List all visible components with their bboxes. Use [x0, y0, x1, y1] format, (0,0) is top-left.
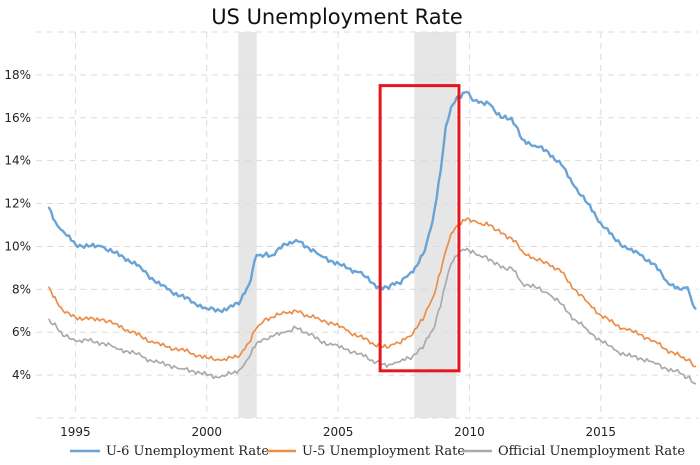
x-axis-ticks: 1995 2000 2005 2010 2015: [60, 425, 616, 439]
gridlines: [36, 31, 698, 419]
y-tick-label: 12%: [4, 197, 31, 211]
x-tick-label: 1995: [60, 425, 91, 439]
y-axis-ticks: 4% 6% 8% 10% 12% 14% 16% 18%: [4, 68, 31, 382]
y-tick-label: 8%: [12, 282, 31, 296]
x-tick-label: 2015: [586, 425, 617, 439]
series-lines: [47, 90, 697, 385]
x-tick-label: 2010: [454, 425, 485, 439]
legend: U-6 Unemployment Rate U-5 Unemployment Ra…: [70, 444, 685, 459]
series-line-3: [48, 247, 697, 385]
highlight-rectangle: [378, 84, 461, 373]
recession-band-2: [414, 32, 457, 418]
y-tick-label: 14%: [4, 154, 31, 168]
y-tick-label: 6%: [12, 325, 31, 339]
series-line-2: [48, 217, 697, 368]
x-tick-label: 2000: [191, 425, 222, 439]
y-tick-label: 18%: [4, 68, 31, 82]
legend-label: Official Unemployment Rate: [498, 444, 685, 459]
legend-label: U-5 Unemployment Rate: [302, 444, 465, 459]
y-tick-label: 10%: [4, 239, 31, 253]
recession-band-1: [238, 32, 257, 418]
series-line-1: [47, 90, 697, 314]
legend-label: U-6 Unemployment Rate: [106, 444, 269, 459]
y-tick-label: 16%: [4, 111, 31, 125]
x-tick-label: 2005: [323, 425, 354, 439]
recession-bands: [238, 32, 457, 418]
chart-title: US Unemployment Rate: [211, 5, 463, 29]
y-tick-label: 4%: [12, 368, 31, 382]
highlight-box: [378, 84, 461, 373]
